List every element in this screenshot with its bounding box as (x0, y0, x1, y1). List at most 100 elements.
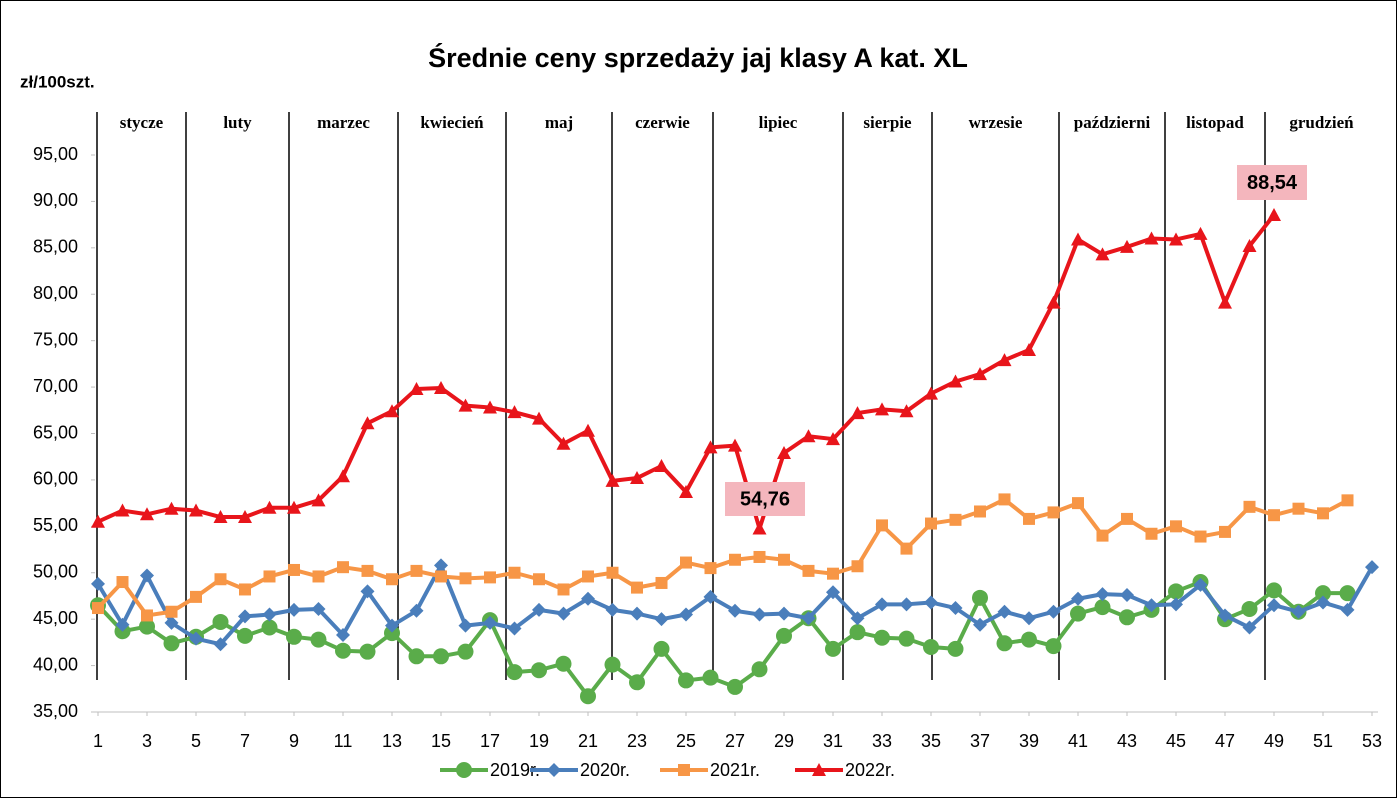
point (703, 589, 718, 604)
point (1095, 587, 1110, 602)
point (752, 607, 767, 622)
x-tick-label: 29 (774, 731, 794, 751)
point (924, 386, 938, 400)
point (140, 507, 154, 521)
annotation: 54,76 (740, 488, 790, 510)
point (1170, 520, 1182, 533)
legend-label: 2021r. (710, 760, 760, 780)
point (582, 570, 594, 583)
y-axis-label: zł/100szt. (20, 72, 95, 91)
point (115, 617, 130, 632)
point (997, 604, 1012, 619)
point (214, 573, 227, 586)
x-tick-label: 7 (240, 731, 250, 751)
point (310, 631, 327, 648)
point (139, 618, 155, 635)
point (1046, 295, 1061, 309)
point (1267, 598, 1281, 613)
point (434, 381, 448, 395)
point (386, 573, 398, 586)
x-tick-label: 31 (823, 731, 843, 751)
point (360, 584, 375, 599)
point (556, 606, 571, 621)
point (1144, 231, 1159, 245)
point (923, 639, 939, 656)
point (801, 611, 816, 626)
point (483, 615, 497, 630)
point (1120, 239, 1134, 253)
point (1070, 605, 1086, 622)
month-label: maj (545, 113, 573, 132)
point (1096, 529, 1109, 542)
point (1339, 585, 1356, 602)
point (1193, 226, 1208, 240)
point (825, 640, 841, 657)
point (361, 564, 374, 577)
point (1169, 597, 1183, 612)
point (531, 662, 547, 679)
point (385, 404, 399, 418)
x-tick-label: 23 (627, 731, 647, 751)
point (409, 603, 424, 618)
point (213, 637, 228, 652)
point (435, 570, 447, 583)
point (728, 438, 742, 452)
point (1365, 560, 1379, 575)
annotation: 88,54 (1247, 172, 1298, 194)
point (629, 674, 645, 691)
point (1218, 608, 1232, 623)
y-tick-label: 65,00 (33, 422, 78, 442)
y-tick-label: 45,00 (33, 608, 78, 628)
point (1022, 342, 1036, 356)
point (778, 553, 790, 566)
point (654, 612, 669, 627)
point (704, 562, 717, 575)
y-tick-label: 35,00 (33, 701, 78, 721)
point (1241, 600, 1258, 617)
point (580, 688, 596, 705)
point (457, 643, 474, 660)
point (410, 564, 423, 577)
point (581, 591, 595, 606)
point (1242, 620, 1257, 635)
point (1144, 598, 1159, 613)
point (678, 672, 694, 689)
point (752, 521, 767, 535)
point (547, 763, 561, 777)
point (434, 558, 448, 573)
y-tick-label: 75,00 (33, 329, 78, 349)
point (1292, 502, 1305, 515)
point (972, 589, 988, 606)
point (924, 595, 938, 610)
x-tick-label: 11 (334, 731, 353, 751)
point (1268, 509, 1280, 522)
point (312, 570, 325, 583)
point (164, 501, 179, 515)
point (1168, 583, 1184, 600)
x-tick-label: 41 (1068, 731, 1088, 751)
point (262, 500, 277, 514)
point (1095, 247, 1110, 261)
x-tick-label: 49 (1264, 731, 1284, 751)
point (605, 473, 620, 487)
point (337, 561, 349, 574)
point (973, 617, 987, 632)
point (874, 629, 890, 646)
point (286, 628, 302, 645)
x-tick-label: 9 (289, 731, 299, 751)
point (1218, 295, 1232, 309)
y-tick-label: 50,00 (33, 562, 78, 582)
point (876, 519, 888, 532)
point (190, 590, 202, 603)
point (998, 493, 1011, 506)
point (384, 625, 400, 642)
point (92, 602, 104, 615)
y-tick-label: 40,00 (33, 654, 78, 674)
annotation-box (725, 482, 805, 516)
y-tick-label: 85,00 (33, 237, 78, 257)
x-tick-label: 47 (1215, 731, 1235, 751)
x-tick-label: 3 (142, 731, 152, 751)
point (239, 583, 251, 596)
point (581, 423, 595, 437)
point (947, 640, 964, 657)
